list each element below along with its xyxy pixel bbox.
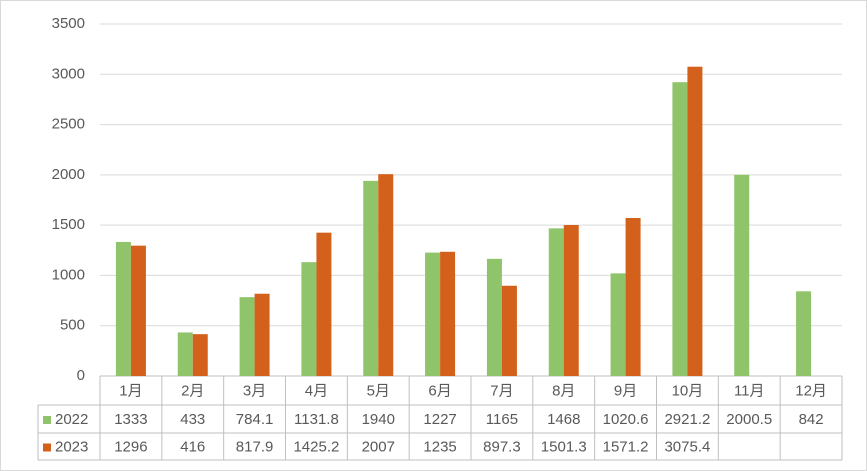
x-tick-label: 10月 — [672, 382, 704, 399]
bar — [177, 332, 193, 376]
bar — [115, 241, 131, 376]
y-tick-label: 1500 — [52, 216, 85, 233]
table-value: 1333 — [114, 411, 147, 428]
x-tick-label: 7月 — [490, 382, 513, 399]
legend-key — [43, 443, 51, 452]
x-tick-label: 1月 — [119, 382, 142, 399]
table-value: 1020.6 — [603, 411, 649, 428]
table-value: 1227 — [423, 411, 456, 428]
y-tick-label: 500 — [60, 317, 85, 334]
bar — [548, 228, 564, 376]
bar — [378, 174, 394, 376]
x-tick-label: 12月 — [795, 382, 827, 399]
table-value: 897.3 — [483, 438, 521, 455]
bar — [440, 251, 456, 376]
bar — [610, 273, 626, 376]
table-value: 1571.2 — [603, 438, 649, 455]
bar — [501, 285, 517, 376]
bar — [625, 217, 641, 376]
legend-label: 2023 — [55, 438, 88, 455]
y-tick-label: 0 — [77, 367, 85, 384]
bar — [130, 245, 146, 376]
bar — [563, 225, 579, 376]
legend-label: 2022 — [55, 411, 88, 428]
x-tick-label: 3月 — [243, 382, 266, 399]
bar — [425, 252, 441, 376]
x-tick-label: 5月 — [367, 382, 390, 399]
bar — [301, 262, 317, 376]
bar — [734, 174, 750, 376]
table-value: 3075.4 — [664, 438, 710, 455]
x-tick-label: 8月 — [552, 382, 575, 399]
table-value: 817.9 — [236, 438, 274, 455]
table-value: 2921.2 — [664, 411, 710, 428]
table-value: 2007 — [362, 438, 395, 455]
y-tick-label: 2000 — [52, 166, 85, 183]
table-value: 433 — [180, 411, 205, 428]
table-value: 1131.8 — [294, 411, 339, 428]
table-value: 1425.2 — [293, 438, 339, 455]
bar — [687, 66, 703, 376]
x-tick-label: 4月 — [305, 382, 328, 399]
bar — [486, 258, 502, 376]
bar — [316, 232, 332, 376]
y-tick-label: 2500 — [52, 116, 85, 133]
x-tick-label: 2月 — [181, 382, 204, 399]
bar — [192, 334, 208, 376]
table-value: 784.1 — [236, 411, 274, 428]
bar — [239, 297, 255, 376]
y-tick-label: 3000 — [52, 65, 85, 82]
table-value: 1165 — [486, 411, 518, 428]
table-value: 1235 — [423, 438, 456, 455]
bar — [363, 180, 379, 376]
x-tick-label: 11月 — [734, 382, 765, 399]
table-value: 1501.3 — [541, 438, 587, 455]
table-value: 2000.5 — [726, 411, 772, 428]
table-value: 416 — [180, 438, 205, 455]
x-tick-label: 6月 — [428, 382, 451, 399]
bar — [796, 291, 812, 376]
table-value: 1296 — [114, 438, 147, 455]
y-tick-label: 1000 — [52, 266, 85, 283]
bar — [254, 293, 270, 376]
bar — [672, 82, 688, 376]
legend-key — [43, 416, 51, 424]
y-tick-label: 3500 — [52, 15, 85, 32]
table-value: 842 — [799, 411, 824, 428]
x-tick-label: 9月 — [614, 382, 637, 399]
table-value: 1468 — [547, 411, 580, 428]
table-value: 1940 — [362, 411, 395, 428]
